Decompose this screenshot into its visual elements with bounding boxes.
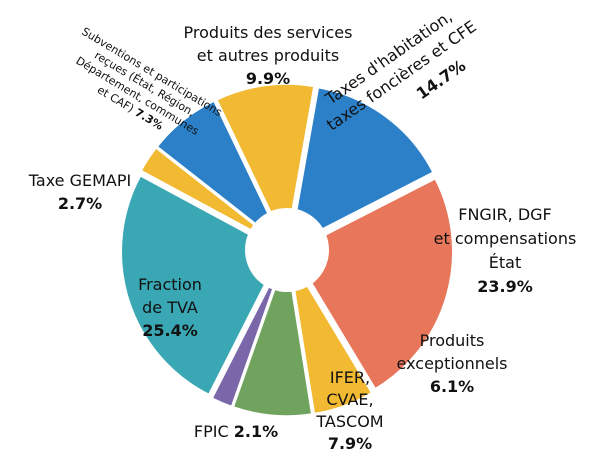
label-text: exceptionnels: [397, 354, 508, 373]
pie-slice: [156, 100, 284, 246]
pie-slice: [232, 255, 313, 417]
label-line: de TVA: [142, 298, 198, 317]
pie-slice: [215, 83, 315, 247]
label-line: FNGIR, DGF: [458, 205, 552, 224]
label-line: État: [489, 253, 521, 272]
slice-label: FNGIR, DGF et compensations État 23.9%: [434, 205, 577, 296]
label-line: Fraction: [138, 275, 202, 294]
label-line: FPIC 2.1%: [194, 422, 278, 441]
slice-label: IFER, CVAE, TASCOM 7.9%: [315, 368, 383, 453]
pie-slice: [211, 255, 286, 408]
pie-slice: [289, 86, 435, 247]
pie-slice: [291, 177, 454, 390]
label-line: TASCOM: [315, 412, 383, 431]
slice-label: FPIC 2.1%: [194, 422, 278, 441]
pie-slice: [288, 255, 373, 415]
label-text: État: [489, 253, 521, 272]
value-label: 2.1%: [234, 422, 278, 441]
value-label: 9.9%: [246, 69, 290, 88]
slice-label: Produits des services et autres produits 9…: [184, 23, 353, 88]
slice-label: Fraction de TVA 25.4%: [138, 275, 202, 340]
donut-hole: [245, 208, 329, 292]
pie-slice: [120, 174, 283, 396]
label-text: et autres produits: [197, 46, 339, 65]
label-text: IFER,: [330, 368, 370, 387]
label-text: Fraction: [138, 275, 202, 294]
label-text: de TVA: [142, 298, 198, 317]
label-line: CVAE,: [326, 390, 373, 409]
label-text: FNGIR, DGF: [458, 205, 552, 224]
label-line: Produits: [420, 331, 485, 350]
label-text: Produits: [420, 331, 485, 350]
label-line: et compensations: [434, 229, 577, 248]
label-line: exceptionnels: [397, 354, 508, 373]
label-text: Produits des services: [184, 23, 353, 42]
label-line: et autres produits: [197, 46, 339, 65]
label-line: IFER,: [330, 368, 370, 387]
slice-label: Produits exceptionnels 6.1%: [397, 331, 508, 396]
value-label: 2.7%: [58, 194, 102, 213]
value-label: 25.4%: [142, 321, 198, 340]
label-text: CVAE,: [326, 390, 373, 409]
label-line: Produits des services: [184, 23, 353, 42]
slice-label: Taxe GEMAPI 2.7%: [28, 171, 131, 213]
label-text: et compensations: [434, 229, 577, 248]
value-label: 23.9%: [477, 277, 533, 296]
value-label: 7.9%: [328, 434, 372, 453]
label-text: TASCOM: [315, 412, 383, 431]
label-text: Taxe GEMAPI: [28, 171, 131, 190]
label-text: FPIC: [194, 422, 229, 441]
label-line: Taxe GEMAPI: [28, 171, 131, 190]
value-label: 6.1%: [430, 377, 474, 396]
pie-slice: [140, 146, 283, 248]
